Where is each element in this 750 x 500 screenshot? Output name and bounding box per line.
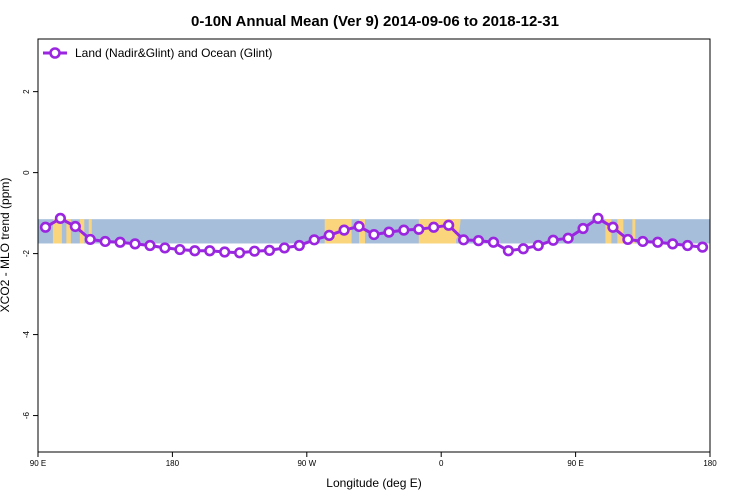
legend: Land (Nadir&Glint) and Ocean (Glint): [43, 46, 272, 60]
x-tick-label: 90 E: [30, 459, 46, 468]
data-point: [69, 220, 81, 233]
data-point: [681, 239, 694, 252]
data-point: [144, 239, 156, 252]
data-point: [84, 233, 96, 246]
y-tick-label: -2: [22, 249, 31, 257]
series-group: [39, 212, 709, 259]
data-point: [398, 224, 410, 236]
x-tick-label: 180: [703, 459, 717, 468]
land-patch: [359, 219, 366, 244]
data-point: [368, 228, 380, 241]
data-point: [39, 221, 52, 233]
data-point: [487, 236, 500, 248]
land-patch: [52, 219, 62, 244]
chart-title: 0-10N Annual Mean (Ver 9) 2014-09-06 to …: [191, 13, 559, 30]
data-point: [607, 221, 619, 233]
data-point: [338, 224, 350, 236]
data-point: [443, 219, 455, 231]
x-tick-label: 90 E: [567, 459, 583, 468]
data-point: [652, 236, 664, 248]
x-tick-label: 0: [439, 459, 444, 468]
data-point: [472, 235, 485, 247]
data-point: [54, 212, 67, 224]
data-point: [413, 223, 425, 235]
data-point: [174, 243, 186, 256]
data-point: [278, 242, 291, 254]
y-axis-label: XCO2 - MLO trend (ppm): [0, 178, 12, 313]
land-patch: [605, 219, 612, 244]
legend-marker-swatch: [49, 47, 61, 59]
data-point: [696, 241, 709, 253]
data-point: [622, 233, 634, 246]
data-point: [293, 239, 305, 252]
data-point: [428, 221, 440, 233]
x-axis-label: Longitude (deg E): [326, 476, 421, 490]
data-point: [577, 222, 589, 235]
data-point: [114, 236, 126, 248]
data-point: [129, 238, 141, 250]
y-tick-label: 0: [22, 170, 31, 175]
data-point: [159, 242, 171, 254]
data-point: [248, 245, 261, 257]
x-axis: 90 E 180 90 W 0 90 E 180: [30, 452, 717, 468]
y-tick-label: 2: [22, 89, 31, 94]
data-point: [532, 239, 544, 252]
data-point: [323, 229, 335, 241]
land-patch: [632, 219, 636, 244]
data-point: [219, 246, 231, 258]
land-patch: [88, 219, 92, 244]
data-point: [383, 226, 395, 238]
data-point: [562, 232, 574, 244]
data-point: [353, 220, 365, 233]
y-tick-label: -4: [22, 330, 31, 338]
data-point: [517, 243, 529, 255]
data-point: [502, 245, 515, 257]
data-point: [592, 212, 604, 224]
data-point: [263, 244, 276, 256]
data-point: [667, 238, 679, 250]
data-point: [99, 235, 111, 248]
x-tick-label: 180: [166, 459, 180, 468]
legend-entry-label: Land (Nadir&Glint) and Ocean (Glint): [75, 46, 272, 60]
data-point: [234, 247, 246, 259]
data-point: [308, 234, 320, 246]
data-point: [204, 245, 216, 257]
land-patch: [617, 219, 624, 244]
data-point: [547, 234, 559, 246]
y-tick-label: -6: [22, 411, 31, 419]
y-axis: -6 -4 -2 0 2: [22, 89, 38, 419]
data-point: [637, 235, 649, 248]
plot-frame: [37, 38, 711, 453]
data-point: [458, 234, 470, 246]
data-point: [189, 245, 201, 257]
x-tick-label: 90 W: [297, 459, 316, 468]
land-patch: [66, 219, 71, 244]
